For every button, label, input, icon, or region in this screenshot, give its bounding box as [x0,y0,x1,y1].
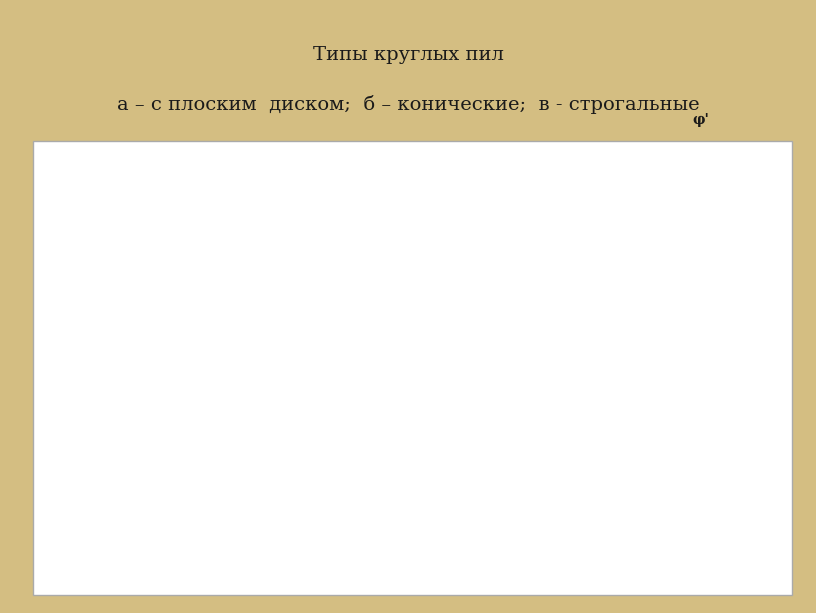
Text: φ': φ' [693,113,710,127]
Text: b: b [536,162,546,177]
Bar [672,367,699,405]
Text: а – с плоским  диском;  б – конические;  в - строгальные: а – с плоским диском; б – конические; в … [117,95,699,113]
Text: S: S [560,197,570,210]
Text: b: b [396,162,406,177]
Text: в: в [680,560,690,573]
Text: Типы круглых пил: Типы круглых пил [313,46,503,64]
Text: S': S' [510,352,523,366]
Text: φ': φ' [511,555,528,569]
Text: S₀: S₀ [419,207,434,220]
Text: d: d [216,367,227,381]
Polygon shape [207,244,355,345]
Text: б: б [536,565,546,579]
Text: S': S' [655,284,668,297]
Text: а: а [396,557,406,570]
Text: D': D' [721,370,737,383]
Text: D: D [113,335,127,352]
Text: число зубьев Z: число зубьев Z [90,510,193,524]
Text: S₀: S₀ [326,195,341,208]
Text: S: S [415,294,424,306]
Text: b: b [681,162,690,177]
